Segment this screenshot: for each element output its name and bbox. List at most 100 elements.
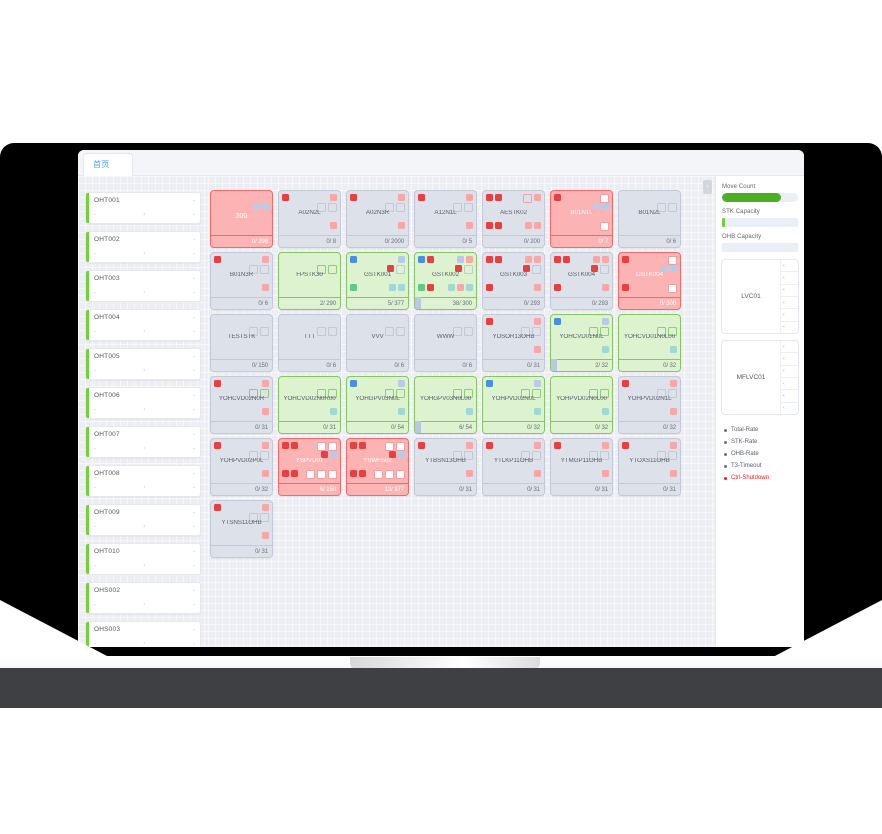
equipment-card-count: 6/ 150 [319,486,336,493]
equipment-card[interactable]: YOHGPV03N0L 0/ 54 [346,376,409,434]
oht-list-item[interactable]: OHT005 - - › - [85,348,201,380]
badges-top-left [486,256,502,263]
oht-to-value: - [193,445,195,452]
oht-list-item[interactable]: OHT007 - - › - [85,426,201,458]
oht-list-item[interactable]: OHT003 - - › - [85,270,201,302]
equipment-card[interactable]: GSTK004 0/ 300 [618,252,681,310]
equipment-card[interactable]: YOHPVD02P0L 0/ 32 [210,438,273,496]
equipment-card[interactable]: GSTK001 5/ 377 [346,252,409,310]
equipment-card[interactable]: YTSNS11OHB 0/ 31 [210,500,273,558]
legend-item[interactable]: STK-Rate [724,439,796,445]
equipment-card[interactable]: B01N2L 0/ 6 [618,190,681,248]
oht-list-item[interactable]: OHT009 - - › - [85,504,201,536]
status-badge-icon [328,265,337,274]
equipment-card[interactable]: YTMGP11OHB 0/ 31 [550,438,613,496]
equipment-card[interactable]: A02N3R 0/ 2000 [346,190,409,248]
badges-top-right [670,380,677,387]
oht-list-item[interactable]: OHS003 - - › - [85,621,201,647]
equipment-card[interactable]: YOHPVD02N0L 0/ 32 [482,376,545,434]
lvc-rows: ‹ ‹ ‹ ‹ ‹ ‹ [780,260,798,333]
oht-list-item[interactable]: OHT001 - - › - [85,192,201,224]
equipment-card-footer: 0/ 31 [619,483,680,495]
equipment-card[interactable]: AESTK02 0/ 200 [482,190,545,248]
equipment-card[interactable]: A02N2L 0/ 8 [278,190,341,248]
equipment-card[interactable]: YOHCVD02N0R 0/ 31 [210,376,273,434]
oht-row-secondary: - › - [94,328,195,335]
oht-list-panel[interactable]: OHT001- - › - OHT002- - › - OHT003- - › - OHT004- - › -… [78,176,208,647]
status-badge-icon [622,284,629,291]
equipment-card[interactable]: 300 0/ 298 [210,190,273,248]
legend-item[interactable]: T3-Timeout [724,463,796,469]
equipment-card[interactable]: TTT 0/ 6 [278,314,341,372]
equipment-card[interactable]: YDSOR13OHB 0/ 31 [482,314,545,372]
equipment-card[interactable]: GSTK004 0/ 293 [550,252,613,310]
equipment-card[interactable]: A12N1L 0/ 5 [414,190,477,248]
equipment-card-title: YTLKP11OHB [493,458,534,464]
equipment-card-count: 0/ 2000 [384,238,404,245]
equipment-card-title: YDSOR13OHB [492,334,535,340]
oht-row-secondary: - › - [94,211,195,218]
equipment-card-footer: 0/ 200 [483,235,544,247]
grid-collapse-handle[interactable]: › [703,180,712,194]
equipment-card[interactable]: YOHCVD02N0R00 0/ 31 [278,376,341,434]
oht-row-secondary: - › - [94,250,195,257]
equipment-card[interactable]: YSPVD01 6/ 150 [278,438,341,496]
lvc-row: ‹ [780,390,798,403]
status-badge-icon [563,256,570,263]
oht-from-value: - [94,640,96,647]
oht-list-item[interactable]: OHS002 - - › - [85,582,201,614]
tab-home[interactable]: 首页 [83,153,133,176]
equipment-card[interactable]: VVV 0/ 6 [346,314,409,372]
badges-bottom-right [534,346,541,353]
lvc-card[interactable]: MFLVC01 ‹ ‹ ‹ ‹ ‹ ‹ [721,340,799,415]
equipment-card[interactable]: GSTK003 0/ 293 [482,252,545,310]
legend-item[interactable]: Total-Rate [724,427,796,433]
equipment-card[interactable]: YOHPVD02N1L 0/ 32 [618,376,681,434]
status-badge-icon [661,265,668,272]
equipment-card[interactable]: B01N1L 0/ 7 [550,190,613,248]
equipment-card[interactable]: FPSTK30 2/ 290 [278,252,341,310]
oht-list-item[interactable]: OHT004 - - › - [85,309,201,341]
oht-to-value: - [193,601,195,608]
equipment-card[interactable]: YOHCVD01N0L00 0/ 32 [618,314,681,372]
oht-list-item[interactable]: OHT002 - - › - [85,231,201,263]
application-viewport: 首页 OHT001 - - › - OHT002 - - › - OHT003 - - › - OHT004 -… [78,150,804,647]
status-badge-icon [282,194,289,201]
equipment-card[interactable]: WWW 0/ 6 [414,314,477,372]
equipment-card[interactable]: YOHCVD01N0L 2/ 32 [550,314,613,372]
legend-item[interactable]: Ctrl-Shutdown [724,475,796,481]
lvc-card[interactable]: LVC01 ‹ ‹ ‹ ‹ ‹ ‹ [721,259,799,334]
equipment-card[interactable]: YTOXS11OHB 0/ 31 [618,438,681,496]
badges-top-right [317,442,337,451]
equipment-card-count: 0/ 32 [255,486,268,493]
status-badge-icon [418,442,425,449]
equipment-card[interactable]: TESTSTK 0/ 150 [210,314,273,372]
oht-status-value: - [193,275,195,282]
badges-mid-right [317,327,337,336]
equipment-card[interactable]: YOHGPV03N0L00 6/ 54 [414,376,477,434]
status-badge-icon [657,203,666,212]
legend-item[interactable]: OHB-Rate [724,451,796,457]
badges-top-right [398,256,405,263]
oht-list-item[interactable]: OHT008 - - › - [85,465,201,497]
metric-label: STK Capacity [722,209,760,215]
equipment-card[interactable]: YSWFS02 13/ 377 [346,438,409,496]
status-badge-icon [521,389,530,398]
tab-bar: 首页 [78,150,804,176]
equipment-card-count: 13/ 377 [384,486,404,493]
badges-mid-right [249,451,269,460]
oht-list-item[interactable]: OHT006 - - › - [85,387,201,419]
oht-list-item[interactable]: OHT010 - - › - [85,543,201,575]
status-badge-icon [385,389,394,398]
status-badge-icon [260,513,269,522]
equipment-card[interactable]: YTLKP11OHB 0/ 31 [482,438,545,496]
equipment-card-title: GSTK002 [432,272,459,278]
oht-status-value: - [193,431,195,438]
equipment-card[interactable]: YOHPVD02N0L00 0/ 32 [550,376,613,434]
equipment-card[interactable]: GSTK002 38/ 300 [414,252,477,310]
equipment-card-body: YTBSN13OHB [415,439,476,484]
equipment-card-body: GSTK004 [619,253,680,298]
equipment-card[interactable]: B01N3R 0/ 6 [210,252,273,310]
equipment-card[interactable]: YTBSN13OHB 0/ 31 [414,438,477,496]
badges-bottom-right [668,284,677,293]
